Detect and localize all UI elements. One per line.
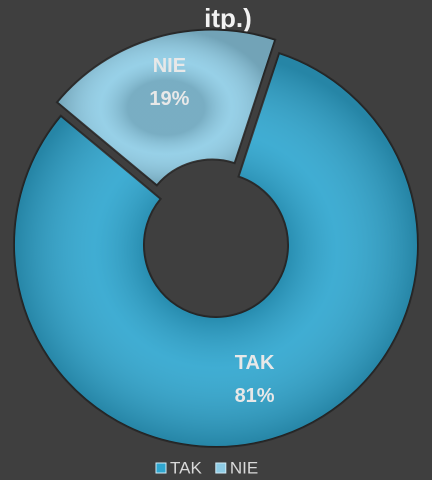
chart-title: itp.) [204,3,252,33]
slice-category-label: TAK [235,352,275,374]
legend-label: NIE [230,458,258,477]
slice-value-label: 81% [235,385,275,407]
legend-swatch [155,462,167,474]
legend-label: TAK [170,458,202,477]
legend-swatch [215,462,227,474]
slice-value-label: 19% [149,88,189,110]
slice-category-label: NIE [153,55,186,77]
